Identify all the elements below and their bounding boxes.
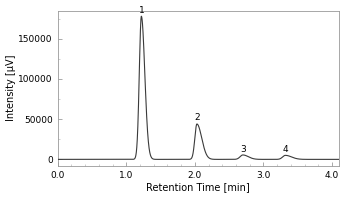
Text: 1: 1: [138, 6, 144, 15]
Text: 3: 3: [240, 145, 246, 154]
Text: 2: 2: [194, 113, 200, 122]
Text: 4: 4: [283, 145, 288, 154]
Y-axis label: Intensity [μV]: Intensity [μV]: [6, 55, 16, 121]
X-axis label: Retention Time [min]: Retention Time [min]: [146, 182, 250, 192]
